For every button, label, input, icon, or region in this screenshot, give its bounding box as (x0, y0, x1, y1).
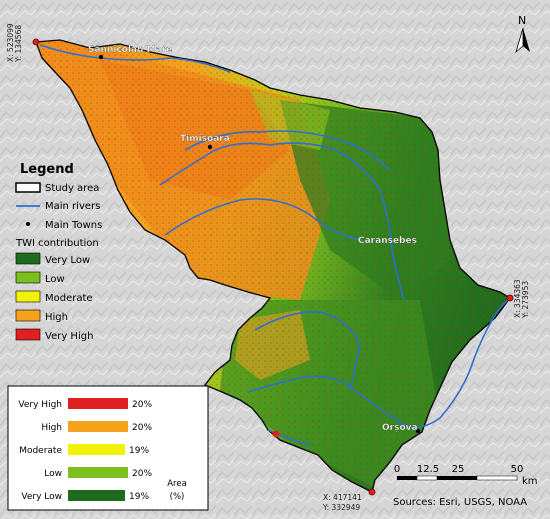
scale-tick-0: 0 (394, 464, 400, 475)
coord-nw-x: X: 523099 (6, 23, 15, 62)
twi-label-high: High (45, 312, 68, 323)
coord-marker-s (368, 488, 376, 496)
sources-text: Sources: Esri, USGS, NOAA (393, 497, 527, 508)
town-dot-timisoara (207, 144, 213, 150)
twi-label-very-high: Very High (45, 331, 93, 342)
coord-s-y: Y: 332949 (322, 503, 360, 512)
chart-category-label: Very Low (21, 492, 62, 502)
chart-bar (68, 398, 128, 409)
chart-value-label: 20% (132, 400, 152, 410)
town-label-sannicolau: Sânnicolau Mare (88, 45, 172, 55)
chart-category-label: Very High (18, 400, 62, 410)
legend-study-area: Study area (45, 183, 99, 194)
area-chart: Very High 20% High 20% Moderate 19% Low 20% Very… (7, 385, 209, 511)
north-label: N (518, 14, 526, 27)
twi-label-moderate: Moderate (45, 293, 93, 304)
twi-classes: Very Low Low Moderate High Very High (15, 252, 93, 342)
chart-axis-label-line1: Area (167, 479, 187, 489)
chart-category-label: Moderate (19, 446, 62, 456)
scale-tick-1: 12.5 (417, 464, 439, 475)
twi-swatch-high (15, 309, 41, 322)
chart-value-label: 20% (132, 469, 152, 479)
twi-label-low: Low (45, 274, 65, 285)
chart-value-label: 19% (129, 446, 149, 456)
legend-title: Legend (20, 162, 74, 177)
legend-main-towns: Main Towns (45, 220, 102, 231)
twi-swatch-low (15, 271, 41, 284)
towns: Sânnicolau Mare Timișoara Caransebeș Orș… (88, 45, 421, 434)
twi-label-very-low: Very Low (45, 255, 90, 266)
chart-value-label: 20% (132, 423, 152, 433)
coord-marker-nw (32, 38, 40, 46)
town-swatch (26, 222, 30, 226)
town-dot-sannicolau (98, 54, 104, 60)
scale-tick-2: 25 (452, 464, 465, 475)
scale-bar: 0 12.5 25 50 km (394, 464, 538, 487)
town-label-timisoara: Timișoara (180, 134, 230, 144)
chart-bar (68, 467, 128, 478)
study-area-swatch (15, 182, 41, 193)
twi-swatch-moderate (15, 290, 41, 303)
coord-nw-y: Y: 134568 (14, 25, 23, 63)
town-label-orsova: Orșova (382, 423, 418, 433)
chart-value-label: 19% (129, 492, 149, 502)
chart-category-label: High (41, 423, 62, 433)
town-dot-orsova (415, 428, 421, 434)
twi-swatch-very-low (15, 252, 41, 265)
chart-axis-label-line2: (%) (170, 492, 185, 502)
chart-bars: Very High 20% High 20% Moderate 19% Low 20% Very… (18, 398, 152, 502)
chart-bar (68, 444, 125, 455)
twi-swatch-very-high (15, 328, 41, 341)
chart-bar (68, 490, 125, 501)
legend-main-rivers: Main rivers (45, 201, 100, 212)
coord-marker-e (506, 294, 514, 302)
north-arrow-icon: N (515, 14, 530, 54)
main-rivers (39, 44, 511, 446)
coord-s-x: X: 417141 (323, 493, 362, 502)
chart-category-label: Low (44, 469, 62, 479)
twi-title: TWI contribution (15, 238, 99, 249)
chart-bar (68, 421, 128, 432)
coord-e-x: X: 334363 (513, 279, 522, 318)
coord-e-y: Y: 273953 (521, 281, 530, 319)
scale-tick-3: 50 (511, 464, 524, 475)
scale-unit: km (522, 476, 538, 487)
high-twi-spot (272, 430, 280, 438)
town-label-caransebes: Caransebeș (358, 236, 417, 246)
legend: Legend Study area Main rivers Main Towns… (15, 162, 102, 342)
